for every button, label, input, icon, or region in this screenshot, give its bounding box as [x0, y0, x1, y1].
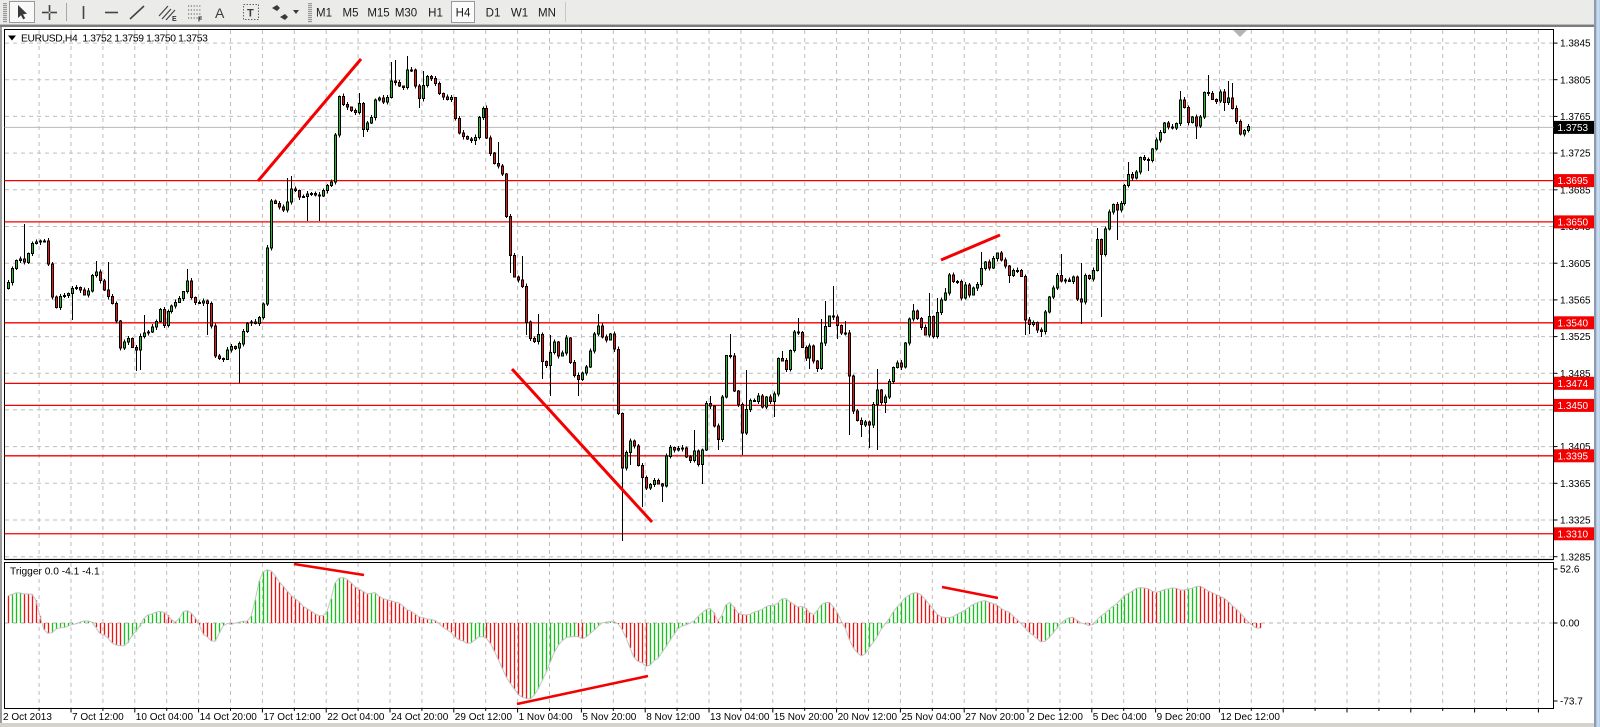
svg-text:E: E: [172, 16, 177, 23]
svg-text:20 Nov 12:00: 20 Nov 12:00: [838, 712, 898, 723]
svg-text:1.3325: 1.3325: [1560, 516, 1591, 527]
svg-text:17 Oct 12:00: 17 Oct 12:00: [263, 712, 321, 723]
svg-text:1.3725: 1.3725: [1560, 149, 1591, 160]
svg-text:2 Oct 2013: 2 Oct 2013: [3, 712, 52, 723]
svg-text:1.3765: 1.3765: [1560, 112, 1591, 123]
svg-text:1.3685: 1.3685: [1560, 185, 1591, 196]
svg-text:25 Nov 04:00: 25 Nov 04:00: [901, 712, 961, 723]
svg-text:M15: M15: [367, 8, 389, 20]
svg-text:1.3540: 1.3540: [1558, 318, 1589, 329]
svg-text:10 Oct 04:00: 10 Oct 04:00: [136, 712, 194, 723]
svg-text:8 Nov 12:00: 8 Nov 12:00: [646, 712, 700, 723]
svg-text:Trigger 0.0 -4.1 -4.1: Trigger 0.0 -4.1 -4.1: [10, 567, 100, 578]
svg-text:22 Oct 04:00: 22 Oct 04:00: [327, 712, 385, 723]
svg-text:1.3650: 1.3650: [1558, 218, 1589, 229]
svg-text:14 Oct 20:00: 14 Oct 20:00: [200, 712, 258, 723]
svg-text:29 Oct 12:00: 29 Oct 12:00: [455, 712, 513, 723]
svg-text:EURUSD,H4 1.3752 1.3759 1.375: EURUSD,H4 1.3752 1.3759 1.3750 1.3753: [21, 34, 208, 45]
svg-text:W1: W1: [511, 8, 528, 20]
svg-text:1.3605: 1.3605: [1560, 259, 1591, 270]
svg-text:1.3485: 1.3485: [1560, 369, 1591, 380]
svg-text:1.3474: 1.3474: [1558, 379, 1589, 390]
svg-text:9 Dec 20:00: 9 Dec 20:00: [1157, 712, 1211, 723]
svg-text:5 Nov 20:00: 5 Nov 20:00: [582, 712, 636, 723]
svg-text:1.3365: 1.3365: [1560, 479, 1591, 490]
svg-text:1.3310: 1.3310: [1558, 529, 1589, 540]
svg-text:1.3753: 1.3753: [1558, 123, 1589, 134]
svg-text:24 Oct 20:00: 24 Oct 20:00: [391, 712, 449, 723]
svg-text:0.00: 0.00: [1560, 619, 1580, 630]
svg-text:1.3805: 1.3805: [1560, 75, 1591, 86]
svg-text:27 Nov 20:00: 27 Nov 20:00: [965, 712, 1025, 723]
svg-text:1.3525: 1.3525: [1560, 332, 1591, 343]
svg-text:MN: MN: [538, 8, 556, 20]
svg-text:A: A: [215, 5, 225, 21]
svg-text:2 Dec 12:00: 2 Dec 12:00: [1029, 712, 1083, 723]
svg-text:-73.7: -73.7: [1560, 697, 1583, 708]
svg-text:1.3405: 1.3405: [1560, 442, 1591, 453]
svg-text:F: F: [198, 17, 203, 24]
svg-text:1.3695: 1.3695: [1558, 176, 1589, 187]
svg-text:H1: H1: [428, 8, 443, 20]
svg-text:M1: M1: [316, 8, 332, 20]
svg-text:12 Dec 12:00: 12 Dec 12:00: [1220, 712, 1280, 723]
svg-text:T: T: [247, 8, 254, 20]
svg-text:1 Nov 04:00: 1 Nov 04:00: [519, 712, 573, 723]
svg-text:M5: M5: [343, 8, 359, 20]
svg-text:M30: M30: [395, 8, 417, 20]
svg-text:1.3450: 1.3450: [1558, 401, 1589, 412]
svg-text:13 Nov 04:00: 13 Nov 04:00: [710, 712, 770, 723]
svg-text:52.6: 52.6: [1560, 565, 1580, 576]
svg-text:15 Nov 20:00: 15 Nov 20:00: [774, 712, 834, 723]
svg-text:1.3845: 1.3845: [1560, 39, 1591, 50]
svg-text:H4: H4: [456, 8, 471, 20]
svg-text:D1: D1: [486, 8, 501, 20]
svg-text:1.3395: 1.3395: [1558, 451, 1589, 462]
svg-text:1.3565: 1.3565: [1560, 296, 1591, 307]
svg-text:5 Dec 04:00: 5 Dec 04:00: [1093, 712, 1147, 723]
svg-text:7 Oct 12:00: 7 Oct 12:00: [72, 712, 124, 723]
svg-text:1.3285: 1.3285: [1560, 552, 1591, 563]
